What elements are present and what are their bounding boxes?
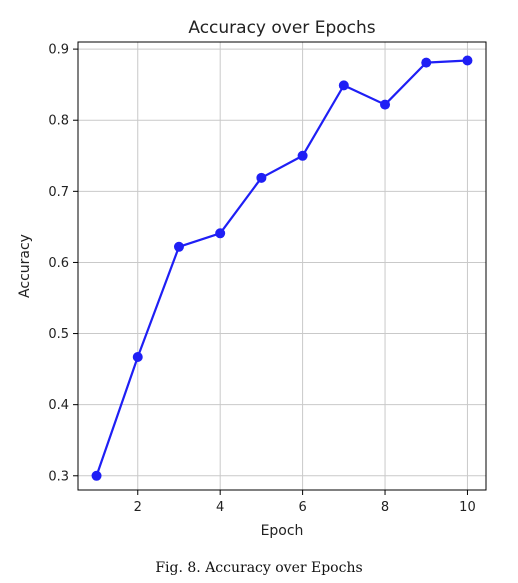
x-axis-label: Epoch bbox=[261, 523, 304, 539]
data-point bbox=[421, 57, 432, 68]
figure-caption: Fig. 8. Accuracy over Epochs bbox=[155, 560, 363, 576]
data-point bbox=[215, 228, 226, 239]
chart: 2 4 6 8 10 0.3 0.4 0.5 0.6 0.7 0.8 0.9 Accuracy ove… bbox=[17, 18, 487, 539]
y-tick-label: 0.7 bbox=[48, 185, 69, 200]
y-axis-label: Accuracy bbox=[17, 234, 33, 298]
series bbox=[91, 55, 473, 481]
data-point bbox=[297, 150, 308, 161]
x-tick-label: 4 bbox=[216, 500, 224, 515]
x-tick-label: 10 bbox=[459, 500, 476, 515]
chart-title: Accuracy over Epochs bbox=[188, 18, 375, 38]
y-tick-label: 0.4 bbox=[48, 398, 69, 413]
y-tick-label: 0.9 bbox=[48, 43, 69, 58]
data-point bbox=[380, 99, 391, 110]
x-tick-label: 2 bbox=[134, 500, 142, 515]
data-point bbox=[132, 352, 143, 363]
plot-frame bbox=[77, 41, 487, 491]
x-tick-label: 8 bbox=[381, 500, 389, 515]
y-tick-label: 0.3 bbox=[48, 469, 69, 484]
axis-ticks: 2 4 6 8 10 0.3 0.4 0.5 0.6 0.7 0.8 0.9 bbox=[48, 43, 475, 515]
data-point bbox=[462, 55, 473, 66]
y-tick-label: 0.5 bbox=[48, 327, 69, 342]
data-point bbox=[91, 470, 102, 481]
y-tick-label: 0.6 bbox=[48, 256, 69, 271]
data-point bbox=[173, 241, 184, 252]
grid bbox=[78, 42, 486, 490]
data-point bbox=[338, 80, 349, 91]
y-tick-label: 0.8 bbox=[48, 114, 69, 129]
data-point bbox=[256, 172, 267, 183]
x-tick-label: 6 bbox=[298, 500, 306, 515]
series-line bbox=[95, 59, 468, 477]
